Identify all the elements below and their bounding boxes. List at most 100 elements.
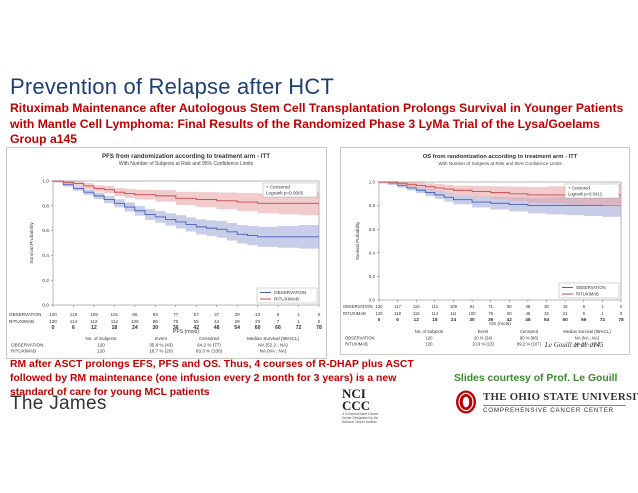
at-risk-value: 44 bbox=[214, 319, 220, 324]
at-risk-label-observation: OBSERVATION bbox=[9, 312, 41, 317]
osu-divider bbox=[483, 405, 626, 406]
summary-header: Censored bbox=[199, 336, 219, 341]
x-tick-label: 0 bbox=[52, 325, 55, 331]
at-risk-value: 32 bbox=[544, 311, 549, 316]
x-tick-label: 66 bbox=[581, 317, 587, 323]
x-tick-label: 78 bbox=[316, 325, 322, 331]
at-risk-value: 93 bbox=[153, 312, 159, 317]
conclusion-text: RM after ASCT prolongs EFS, PFS and OS. … bbox=[10, 359, 414, 398]
at-risk-value: 29 bbox=[235, 319, 241, 324]
at-risk-value: 120 bbox=[376, 311, 384, 316]
at-risk-value: 0 bbox=[318, 312, 321, 317]
legend-censored: + Censored bbox=[266, 185, 290, 190]
series-legend-box bbox=[256, 287, 318, 304]
x-tick-label: 42 bbox=[193, 325, 199, 331]
legend-label-rituximab: RITUXIMAB bbox=[274, 297, 299, 302]
x-axis-label: PFS (mois) bbox=[173, 329, 199, 335]
at-risk-value: 21 bbox=[563, 311, 568, 316]
at-risk-value: 115 bbox=[413, 304, 420, 309]
slide-subtitle: Rituximab Maintenance after Autologous S… bbox=[10, 101, 624, 146]
at-risk-value: 116 bbox=[70, 312, 78, 317]
at-risk-value: 101 bbox=[111, 312, 119, 317]
at-risk-value: 1 bbox=[601, 304, 604, 309]
x-tick-label: 30 bbox=[152, 325, 158, 331]
x-tick-label: 48 bbox=[214, 325, 220, 331]
at-risk-value: 20 bbox=[255, 319, 261, 324]
at-risk-value: 57 bbox=[194, 312, 200, 317]
y-tick-label: 0.0 bbox=[42, 303, 49, 309]
chart-subtitle: With Number of Subjects at Risk and 95% … bbox=[438, 161, 562, 166]
nci-mark: NCI CCC bbox=[342, 386, 371, 413]
at-risk-value: 120 bbox=[49, 319, 57, 324]
summary-cell: 35.8 % (43) bbox=[149, 343, 173, 348]
at-risk-value: 7 bbox=[277, 319, 280, 324]
y-tick-label: 0.8 bbox=[42, 203, 49, 209]
x-tick-label: 72 bbox=[600, 317, 606, 323]
summary-cell: 120 bbox=[97, 349, 105, 354]
logrank-label: Logrank p=0.0413 bbox=[568, 192, 603, 197]
x-tick-label: 18 bbox=[432, 317, 438, 323]
at-risk-value: 8 bbox=[583, 311, 586, 316]
nci-subtext: A Comprehensive Cancer Center Designated… bbox=[342, 412, 379, 424]
plot-frame bbox=[378, 181, 622, 301]
at-risk-value: 120 bbox=[49, 312, 57, 317]
at-risk-value: 60 bbox=[507, 311, 512, 316]
at-risk-value: 108 bbox=[131, 319, 139, 324]
at-risk-value: 55 bbox=[194, 319, 200, 324]
y-tick-label: 0.6 bbox=[42, 228, 49, 234]
legend-censored: + Censored bbox=[568, 186, 590, 191]
y-tick-label: 1.0 bbox=[42, 179, 49, 185]
series-legend-box bbox=[558, 282, 620, 299]
summary-cell: 89.2 % (107) bbox=[517, 342, 542, 347]
at-risk-value: 91 bbox=[470, 304, 475, 309]
at-risk-value: 1 bbox=[297, 312, 300, 317]
at-risk-value: 0 bbox=[620, 311, 623, 316]
at-risk-value: 109 bbox=[450, 304, 458, 309]
y-tick-label: 0.8 bbox=[369, 203, 376, 208]
pfs-chart: PFS from randomization according to trea… bbox=[9, 153, 322, 354]
at-risk-value: 111 bbox=[432, 304, 439, 309]
legend-label-observation: OBSERVATION bbox=[274, 290, 306, 295]
summary-header: Censored bbox=[520, 329, 539, 334]
at-risk-value: 96 bbox=[153, 319, 159, 324]
x-tick-label: 72 bbox=[296, 325, 302, 331]
x-tick-label: 54 bbox=[544, 317, 550, 323]
at-risk-value: 114 bbox=[432, 311, 439, 316]
at-risk-label-rituximab: RITUXIMAB bbox=[9, 319, 34, 324]
summary-row-label: OBSERVATION bbox=[11, 343, 43, 348]
summary-header: No. of Subjects bbox=[415, 329, 443, 334]
x-tick-label: 36 bbox=[173, 325, 179, 331]
at-risk-value: 77 bbox=[173, 312, 179, 317]
at-risk-value: 8 bbox=[583, 304, 586, 309]
osu-center-name: COMPREHENSIVE CANCER CENTER bbox=[483, 407, 614, 414]
summary-row-label: OBSERVATION bbox=[345, 336, 375, 341]
logrank-box bbox=[564, 183, 620, 199]
at-risk-label-rituximab: RITUXIMAB bbox=[343, 311, 366, 316]
summary-row-label: RITUXIMAB bbox=[345, 342, 368, 347]
at-risk-value: 109 bbox=[90, 312, 98, 317]
courtesy-text: Slides courtesy of Prof. Le Gouill bbox=[454, 373, 618, 384]
summary-header: Median Survival (95%CL) bbox=[563, 329, 611, 334]
y-tick-label: 1.0 bbox=[369, 180, 376, 185]
x-tick-label: 78 bbox=[618, 317, 624, 323]
at-risk-value: 38 bbox=[526, 304, 531, 309]
y-tick-label: 0.2 bbox=[369, 274, 376, 279]
x-tick-label: 12 bbox=[414, 317, 420, 323]
at-risk-value: 1 bbox=[297, 319, 300, 324]
km-curve-observation bbox=[53, 180, 319, 238]
x-tick-label: 0 bbox=[378, 317, 381, 323]
logrank-box bbox=[262, 182, 318, 198]
y-tick-label: 0.6 bbox=[369, 227, 376, 232]
at-risk-value: 46 bbox=[526, 311, 531, 316]
legend-label-rituximab: RITUXIMAB bbox=[576, 292, 599, 297]
x-tick-label: 24 bbox=[451, 317, 457, 323]
osu-name: THE OHIO STATE UNIVERSITY bbox=[483, 391, 638, 403]
at-risk-value: 8 bbox=[277, 312, 280, 317]
logrank-label: Logrank p=0.0005 bbox=[266, 191, 304, 196]
at-risk-value: 118 bbox=[394, 311, 401, 316]
at-risk-value: 100 bbox=[469, 311, 477, 316]
summary-cell: 120 bbox=[426, 342, 434, 347]
at-risk-value: 19 bbox=[563, 304, 568, 309]
x-tick-label: 24 bbox=[132, 325, 138, 331]
y-tick-label: 0.2 bbox=[42, 278, 49, 284]
